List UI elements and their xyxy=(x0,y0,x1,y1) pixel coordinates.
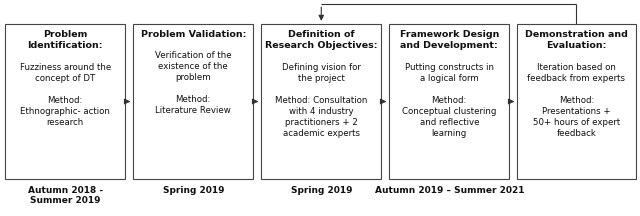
Text: Demonstration and
Evaluation:: Demonstration and Evaluation: xyxy=(525,30,628,50)
Bar xyxy=(5,24,125,179)
Bar xyxy=(261,24,381,179)
Text: Definition of
Research Objectives:: Definition of Research Objectives: xyxy=(265,30,378,50)
Text: Putting constructs in
a logical form

Method:
Conceptual clustering
and reflecti: Putting constructs in a logical form Met… xyxy=(402,63,497,138)
Text: Verification of the
existence of the
problem

Method:
Literature Review: Verification of the existence of the pro… xyxy=(155,51,232,115)
Text: Iteration: Iteration xyxy=(427,0,471,2)
Text: Problem
Identification:: Problem Identification: xyxy=(28,30,103,50)
Text: Autumn 2019 – Summer 2021: Autumn 2019 – Summer 2021 xyxy=(374,186,524,195)
Text: Framework Design
and Development:: Framework Design and Development: xyxy=(399,30,499,50)
Text: Defining vision for
the project

Method: Consultation
with 4 industry
practition: Defining vision for the project Method: … xyxy=(275,63,367,138)
Bar xyxy=(133,24,253,179)
Text: Iteration based on
feedback from experts

Method:
Presentations +
50+ hours of e: Iteration based on feedback from experts… xyxy=(527,63,625,138)
Text: Spring 2019: Spring 2019 xyxy=(291,186,352,195)
Bar xyxy=(517,24,636,179)
Bar xyxy=(389,24,509,179)
Text: Spring 2019: Spring 2019 xyxy=(163,186,224,195)
Text: Fuzziness around the
concept of DT

Method:
Ethnographic- action
research: Fuzziness around the concept of DT Metho… xyxy=(20,63,111,127)
Text: Autumn 2018 -
Summer 2019: Autumn 2018 - Summer 2019 xyxy=(28,186,103,205)
Text: Problem Validation:: Problem Validation: xyxy=(141,30,246,39)
